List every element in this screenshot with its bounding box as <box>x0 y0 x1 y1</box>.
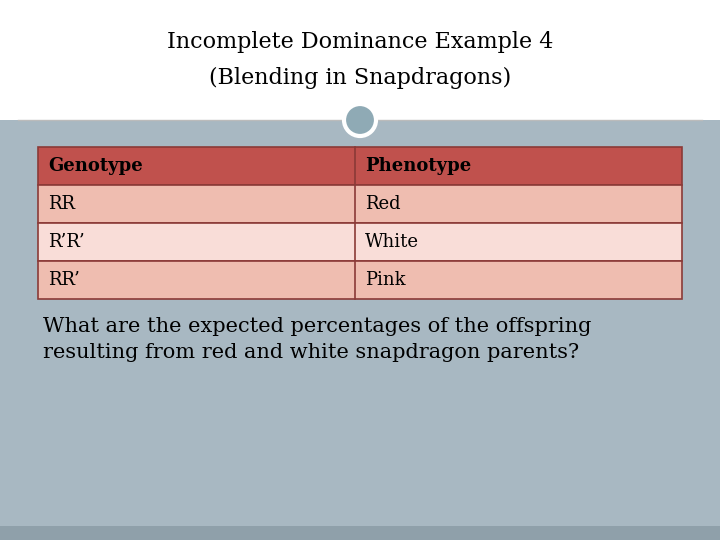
Text: (Blending in Snapdragons): (Blending in Snapdragons) <box>209 67 511 89</box>
FancyBboxPatch shape <box>38 185 682 223</box>
Text: RR’: RR’ <box>48 271 80 289</box>
Text: Red: Red <box>365 195 400 213</box>
FancyBboxPatch shape <box>38 261 682 299</box>
FancyBboxPatch shape <box>0 526 720 540</box>
Text: White: White <box>365 233 419 251</box>
Circle shape <box>344 104 376 136</box>
FancyBboxPatch shape <box>0 0 720 120</box>
Text: Incomplete Dominance Example 4: Incomplete Dominance Example 4 <box>167 31 553 53</box>
FancyBboxPatch shape <box>38 147 682 185</box>
Text: RR: RR <box>48 195 75 213</box>
Text: R’R’: R’R’ <box>48 233 85 251</box>
Text: Pink: Pink <box>365 271 405 289</box>
FancyBboxPatch shape <box>38 223 682 261</box>
Text: What are the expected percentages of the offspring
resulting from red and white : What are the expected percentages of the… <box>43 317 591 362</box>
Text: Phenotype: Phenotype <box>365 157 472 175</box>
Text: Genotype: Genotype <box>48 157 143 175</box>
